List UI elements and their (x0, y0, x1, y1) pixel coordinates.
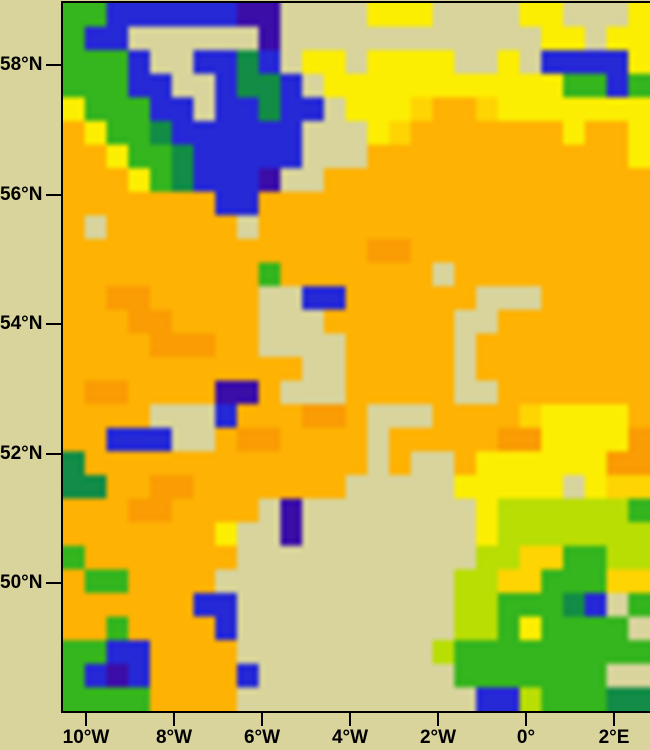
map-frame (61, 1, 650, 713)
latitude-label: 56°N (0, 184, 43, 205)
latitude-label: 58°N (0, 54, 43, 75)
longitude-tick (261, 713, 263, 726)
longitude-tick (437, 713, 439, 726)
longitude-tick (85, 713, 87, 726)
longitude-label: 6°W (243, 727, 281, 748)
map-raster (63, 3, 650, 711)
latitude-label: 50°N (0, 572, 43, 593)
longitude-tick (525, 713, 527, 726)
latitude-tick (46, 194, 61, 196)
longitude-label: 4°W (331, 727, 369, 748)
longitude-label: 8°W (155, 727, 193, 748)
latitude-tick (46, 323, 61, 325)
longitude-label: 10°W (62, 727, 110, 748)
latitude-tick (46, 64, 61, 66)
longitude-tick (173, 713, 175, 726)
longitude-label: 2°W (419, 727, 457, 748)
longitude-tick (613, 713, 615, 726)
longitude-label: 2°E (598, 727, 630, 748)
longitude-tick (349, 713, 351, 726)
latitude-tick (46, 453, 61, 455)
longitude-label: 0° (516, 727, 536, 748)
latitude-label: 52°N (0, 443, 43, 464)
latitude-tick (46, 582, 61, 584)
latitude-label: 54°N (0, 313, 43, 334)
